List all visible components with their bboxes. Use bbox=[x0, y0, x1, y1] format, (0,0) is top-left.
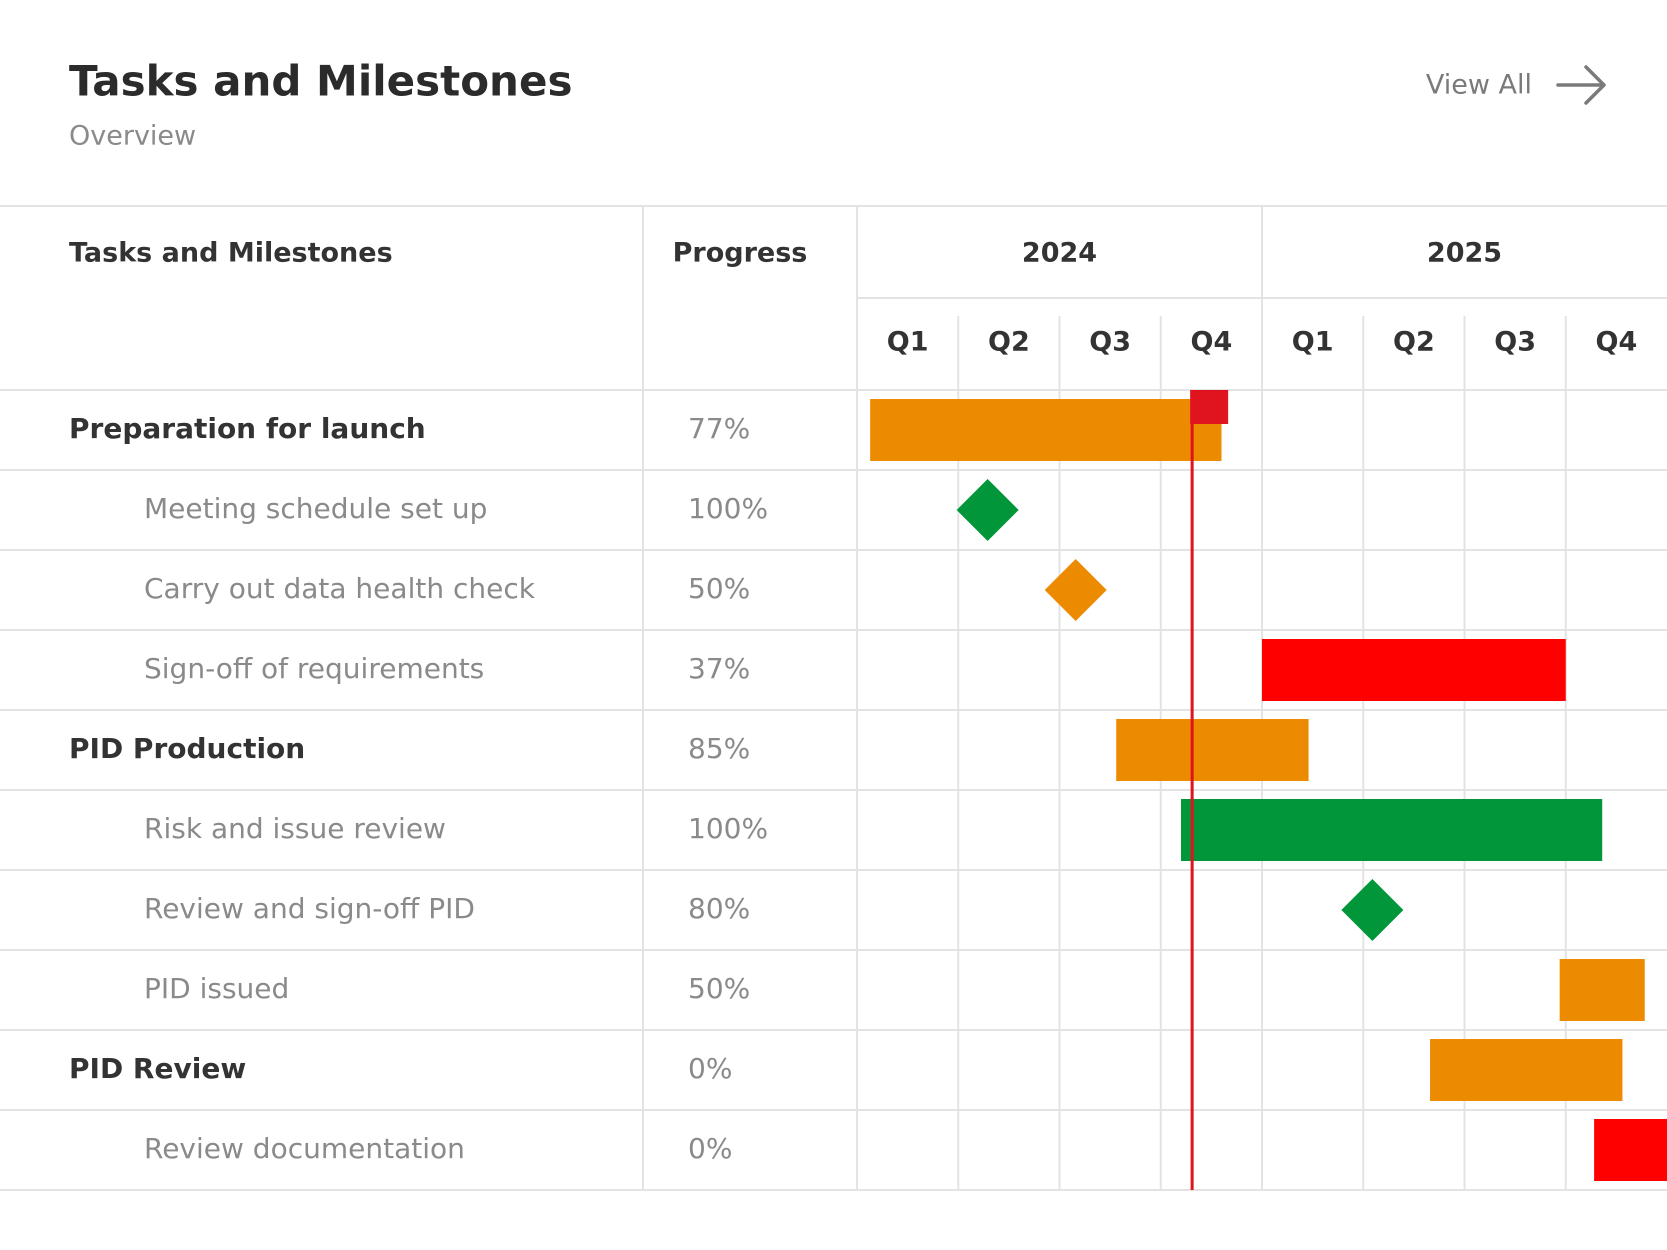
year-label: 2025 bbox=[1427, 238, 1502, 269]
quarter-label: Q4 bbox=[1596, 327, 1638, 358]
task-progress: 85% bbox=[688, 732, 750, 765]
milestone bbox=[956, 479, 1019, 541]
quarter-label: Q2 bbox=[1393, 327, 1435, 358]
task-progress: 80% bbox=[688, 892, 750, 925]
quarter-label: Q1 bbox=[887, 327, 929, 358]
task-progress: 77% bbox=[688, 412, 750, 445]
task-name: Preparation for launch bbox=[69, 412, 426, 445]
task-bar bbox=[870, 399, 1222, 461]
task-progress: 50% bbox=[688, 572, 750, 605]
task-name: Meeting schedule set up bbox=[144, 492, 487, 525]
view-all-link[interactable]: View All bbox=[1426, 65, 1606, 105]
task-name: Review and sign-off PID bbox=[144, 892, 475, 925]
task-name: PID Production bbox=[69, 732, 305, 765]
column-header: Tasks and Milestones bbox=[69, 238, 393, 269]
widget-title: Tasks and Milestones bbox=[69, 57, 572, 106]
task-name: PID issued bbox=[144, 972, 289, 1005]
quarter-label: Q3 bbox=[1494, 327, 1536, 358]
milestone bbox=[1341, 879, 1404, 941]
task-progress: 0% bbox=[688, 1132, 732, 1165]
task-bar bbox=[1262, 639, 1566, 701]
view-all-text[interactable]: View All bbox=[1426, 70, 1532, 101]
quarter-label: Q4 bbox=[1191, 327, 1233, 358]
quarter-label: Q1 bbox=[1292, 327, 1334, 358]
task-name: Risk and issue review bbox=[144, 812, 446, 845]
today-flag bbox=[1190, 390, 1229, 424]
task-progress: 37% bbox=[688, 652, 750, 685]
task-bar bbox=[1594, 1119, 1667, 1181]
task-progress: 50% bbox=[688, 972, 750, 1005]
task-bar bbox=[1559, 959, 1645, 1021]
arrow-icon[interactable] bbox=[1556, 65, 1606, 105]
task-bar bbox=[1116, 719, 1309, 781]
quarter-label: Q2 bbox=[988, 327, 1030, 358]
task-name: Carry out data health check bbox=[144, 572, 536, 605]
task-progress: 100% bbox=[688, 492, 768, 525]
task-name: PID Review bbox=[69, 1052, 246, 1085]
quarter-label: Q3 bbox=[1089, 327, 1131, 358]
task-name: Sign-off of requirements bbox=[144, 652, 484, 685]
task-bar bbox=[1430, 1039, 1623, 1101]
task-bar bbox=[1181, 799, 1603, 861]
task-name: Review documentation bbox=[144, 1132, 465, 1165]
task-progress: 100% bbox=[688, 812, 768, 845]
task-progress: 0% bbox=[688, 1052, 732, 1085]
widget-subtitle: Overview bbox=[69, 121, 196, 152]
year-label: 2024 bbox=[1022, 238, 1097, 269]
column-header: Progress bbox=[673, 238, 808, 269]
milestone bbox=[1044, 559, 1107, 621]
